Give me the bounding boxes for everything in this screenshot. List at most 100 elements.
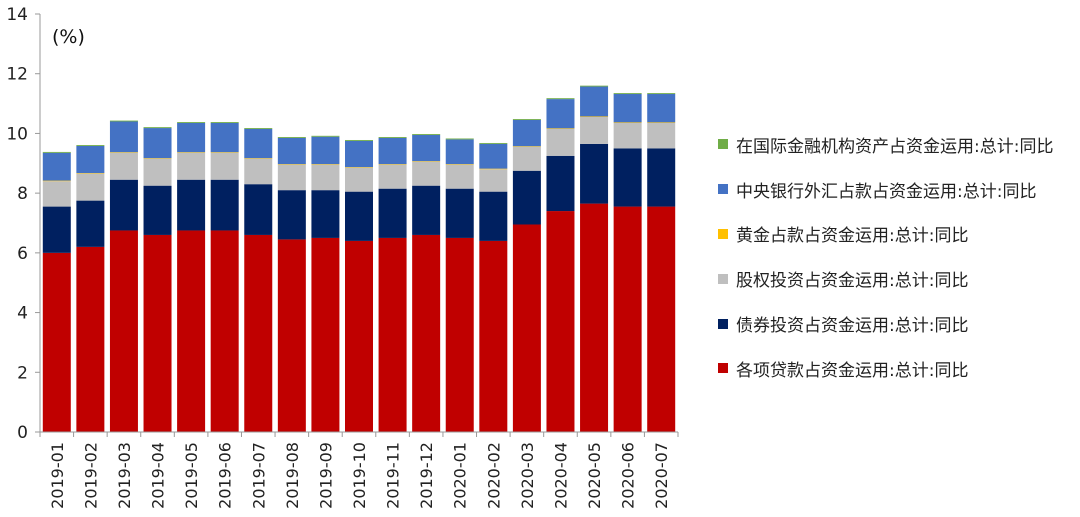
bar-segment-series-5	[345, 139, 373, 141]
y-tick-label: 4	[17, 304, 28, 324]
x-tick-label: 2019-12	[417, 442, 436, 509]
x-axis: 2019-01 2019-02 2019-03 2019-04 2019-05 2019-…	[39, 431, 679, 509]
bar-segment-series-3	[345, 167, 373, 168]
bar-segment-series-4	[613, 94, 642, 123]
bar-segment-series-1	[311, 190, 340, 238]
legend-label: 股权投资占资金运用:总计:同比	[736, 271, 969, 292]
legend-swatch	[718, 318, 728, 329]
bar-segment-series-3	[613, 122, 642, 123]
bar-segment-series-1	[580, 143, 609, 204]
bar-segment-series-1	[613, 148, 642, 207]
x-tick-label: 2019-10	[350, 442, 369, 509]
bar-segment-series-1	[378, 188, 407, 238]
bar-segment-series-4	[647, 94, 676, 123]
legend-item: 黄金占款占资金运用:总计:同比	[718, 212, 1053, 257]
bar-segment-series-5	[445, 138, 474, 140]
unit-label: (%)	[52, 26, 85, 48]
bar-segment-series-3	[177, 152, 206, 153]
bar-segment-series-4	[311, 136, 340, 165]
bar-segment-series-4	[512, 119, 541, 147]
bar-segment-series-2	[479, 169, 508, 192]
bar-segment-series-0	[277, 239, 306, 432]
bar-segment-series-5	[210, 122, 239, 123]
bar-segment-series-5	[580, 85, 609, 87]
bar-segment-series-4	[109, 121, 138, 153]
x-tick-label: 2020-03	[518, 442, 537, 509]
bar-segment-series-4	[546, 99, 575, 129]
x-tick-label: 2019-01	[48, 442, 67, 509]
bar-segment-series-3	[244, 158, 273, 159]
bar-segment-series-1	[546, 155, 575, 212]
bar-segment-series-2	[546, 128, 575, 156]
legend-swatch	[718, 184, 728, 195]
bar-segment-series-2	[512, 146, 541, 171]
x-tick-label: 2020-01	[451, 442, 470, 509]
bar-segment-series-2	[76, 173, 105, 201]
bar-segment-series-2	[244, 158, 273, 185]
bar-segment-series-4	[177, 122, 206, 153]
bar-segment-series-0	[378, 237, 407, 432]
x-tick-label: 2020-07	[652, 442, 671, 509]
bar-segment-series-5	[109, 120, 138, 122]
x-tick-label: 2019-11	[384, 442, 403, 509]
bar-segment-series-0	[109, 230, 138, 432]
bar-segment-series-1	[210, 179, 239, 231]
bar-segment-series-0	[580, 203, 609, 432]
y-tick-label: 2	[17, 363, 28, 383]
bar-segment-series-3	[76, 173, 105, 174]
bar-segment-series-0	[613, 206, 642, 432]
bar-segment-series-1	[647, 148, 676, 207]
x-tick-label: 2019-04	[149, 442, 168, 509]
x-tick-label: 2019-09	[316, 442, 335, 509]
x-tick-label: 2019-03	[115, 442, 134, 509]
bar-segment-series-4	[345, 140, 373, 168]
x-tick-label: 2019-06	[216, 442, 235, 509]
bar-segment-series-2	[177, 152, 206, 180]
bar-segment-series-2	[311, 164, 340, 191]
bar-segment-series-4	[210, 122, 239, 153]
bar-segment-series-1	[345, 191, 373, 241]
bar-segment-series-0	[244, 234, 273, 432]
bar-segment-series-5	[647, 93, 676, 95]
bar-segment-series-2	[412, 161, 441, 186]
bar-segment-series-4	[76, 145, 105, 174]
bar-segment-series-4	[42, 152, 71, 181]
bar-segment-series-4	[277, 137, 306, 165]
legend-label: 中央银行外汇占款占资金运用:总计:同比	[736, 181, 1037, 202]
bar-segment-series-5	[512, 119, 541, 120]
bar-segment-series-5	[613, 93, 642, 95]
legend-swatch	[718, 228, 728, 239]
bar-segment-series-5	[277, 137, 306, 138]
y-tick-label: 10	[6, 124, 28, 144]
bar-segment-series-0	[177, 230, 206, 432]
bar-segment-series-4	[244, 128, 273, 159]
bar-segment-series-5	[546, 98, 575, 100]
bar-segment-series-0	[479, 240, 508, 432]
bar-segment-series-5	[378, 137, 407, 138]
bar-segment-series-0	[546, 211, 575, 432]
bar-segment-series-3	[277, 164, 306, 165]
bar-segment-series-1	[277, 190, 306, 240]
bar-segment-series-5	[143, 127, 172, 129]
x-tick-label: 2020-04	[551, 442, 570, 509]
bar-segment-series-1	[143, 185, 172, 235]
bar-segment-series-4	[445, 139, 474, 165]
bar-segment-series-5	[412, 134, 441, 135]
bar-segment-series-5	[42, 151, 71, 153]
bar-segment-series-3	[42, 180, 71, 182]
bar-segment-series-3	[580, 116, 609, 118]
bars	[42, 85, 676, 432]
bar-segment-series-0	[445, 237, 474, 432]
bar-segment-series-2	[109, 152, 138, 180]
x-tick-label: 2019-08	[283, 442, 302, 509]
bar-segment-series-3	[412, 161, 441, 162]
bar-segment-series-2	[613, 122, 642, 149]
bar-segment-series-5	[76, 145, 105, 146]
bar-segment-series-5	[479, 142, 508, 144]
y-tick-label: 0	[17, 423, 28, 443]
bar-segment-series-0	[512, 224, 541, 432]
bar-segment-series-5	[177, 122, 206, 123]
bar-segment-series-3	[647, 122, 676, 123]
y-tick-label: 14	[6, 5, 28, 25]
